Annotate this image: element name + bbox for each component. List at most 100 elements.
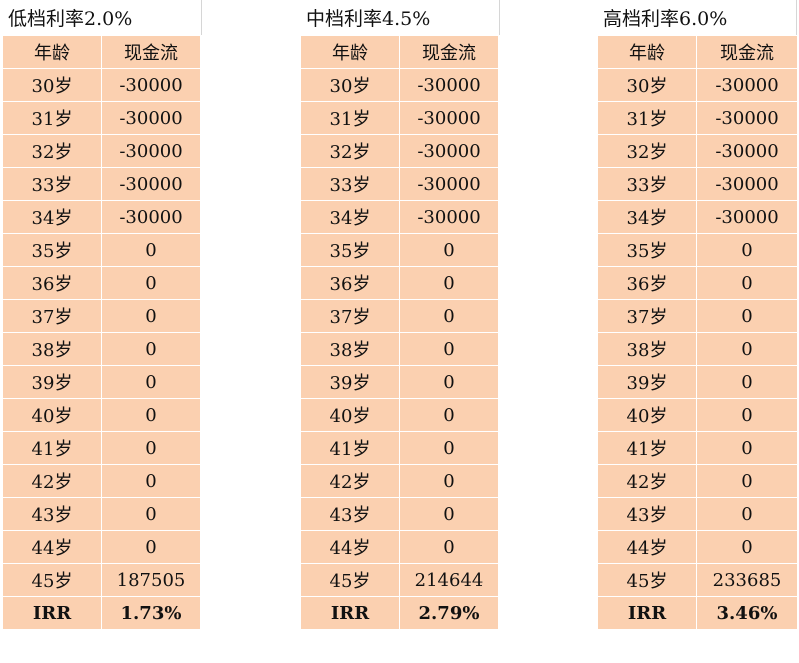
header-cashflow: 现金流: [696, 35, 798, 69]
table-row: 33岁 -30000: [2, 167, 201, 201]
age-cell: 44岁: [300, 530, 400, 564]
cashflow-cell: -30000: [101, 68, 201, 102]
age-cell: 33岁: [300, 167, 400, 201]
table-row: 32岁 -30000: [597, 134, 798, 168]
cashflow-table: 年龄 现金流 30岁 -30000 31岁 -30000 32岁 -30000 33岁 -3000…: [2, 35, 201, 630]
table-row: 44岁 0: [597, 530, 798, 564]
age-cell: 32岁: [300, 134, 400, 168]
cashflow-cell: -30000: [696, 134, 798, 168]
age-cell: 43岁: [2, 497, 102, 531]
table-row: 36岁 0: [300, 266, 499, 300]
cashflow-cell: -30000: [101, 200, 201, 234]
cashflow-cell: 0: [399, 266, 499, 300]
table-row: 37岁 0: [597, 299, 798, 333]
table-row: 37岁 0: [300, 299, 499, 333]
panel-low-rate: 低档利率2.0% 年龄 现金流 30岁 -30000 31岁 -30000 32岁 -3000…: [2, 0, 202, 630]
table-row: 33岁 -30000: [300, 167, 499, 201]
table-row: 30岁 -30000: [597, 68, 798, 102]
header-row: 年龄 现金流: [2, 35, 201, 69]
cashflow-table: 年龄 现金流 30岁 -30000 31岁 -30000 32岁 -30000 33岁 -3000…: [597, 35, 798, 630]
age-cell: 45岁: [597, 563, 697, 597]
age-cell: 37岁: [2, 299, 102, 333]
table-row: 38岁 0: [300, 332, 499, 366]
table-row: 44岁 0: [2, 530, 201, 564]
table-row: 42岁 0: [597, 464, 798, 498]
panel-title: 低档利率2.0%: [2, 0, 202, 35]
table-row: 42岁 0: [2, 464, 201, 498]
table-row: 43岁 0: [2, 497, 201, 531]
cashflow-cell: 0: [101, 431, 201, 465]
cashflow-cell: -30000: [696, 167, 798, 201]
irr-row: IRR 2.79%: [300, 596, 499, 630]
age-cell: 36岁: [300, 266, 400, 300]
table-row: 44岁 0: [300, 530, 499, 564]
table-row: 36岁 0: [2, 266, 201, 300]
table-row: 34岁 -30000: [597, 200, 798, 234]
age-cell: 37岁: [300, 299, 400, 333]
age-cell: 39岁: [300, 365, 400, 399]
header-row: 年龄 现金流: [597, 35, 798, 69]
irr-row: IRR 1.73%: [2, 596, 201, 630]
irr-label: IRR: [300, 596, 400, 630]
table-row: 41岁 0: [2, 431, 201, 465]
table-row: 33岁 -30000: [597, 167, 798, 201]
age-cell: 31岁: [300, 101, 400, 135]
table-body: 年龄 现金流 30岁 -30000 31岁 -30000 32岁 -30000 33岁 -3000…: [300, 35, 499, 630]
age-cell: 32岁: [2, 134, 102, 168]
cashflow-cell: -30000: [101, 167, 201, 201]
cashflow-cell: 214644: [399, 563, 499, 597]
cashflow-cell: 0: [399, 365, 499, 399]
cashflow-cell: 0: [101, 299, 201, 333]
age-cell: 42岁: [300, 464, 400, 498]
age-cell: 37岁: [597, 299, 697, 333]
cashflow-cell: 0: [101, 233, 201, 267]
age-cell: 31岁: [2, 101, 102, 135]
age-cell: 33岁: [597, 167, 697, 201]
cashflow-cell: 0: [696, 431, 798, 465]
age-cell: 39岁: [2, 365, 102, 399]
cashflow-cell: 0: [696, 497, 798, 531]
cashflow-cell: 0: [696, 365, 798, 399]
age-cell: 41岁: [597, 431, 697, 465]
cashflow-cell: 0: [399, 497, 499, 531]
age-cell: 38岁: [300, 332, 400, 366]
cashflow-cell: 0: [101, 332, 201, 366]
table-row: 42岁 0: [300, 464, 499, 498]
cashflow-cell: 0: [101, 365, 201, 399]
cashflow-cell: 0: [696, 398, 798, 432]
age-cell: 40岁: [597, 398, 697, 432]
table-row: 38岁 0: [597, 332, 798, 366]
cashflow-cell: 0: [696, 464, 798, 498]
irr-row: IRR 3.46%: [597, 596, 798, 630]
cashflow-cell: 0: [696, 332, 798, 366]
table-row: 39岁 0: [2, 365, 201, 399]
irr-value: 1.73%: [101, 596, 201, 630]
header-age: 年龄: [300, 35, 400, 69]
cashflow-cell: 0: [696, 233, 798, 267]
cashflow-cell: -30000: [101, 101, 201, 135]
table-row: 30岁 -30000: [2, 68, 201, 102]
table-row: 45岁 187505: [2, 563, 201, 597]
cashflow-cell: 0: [696, 266, 798, 300]
age-cell: 36岁: [597, 266, 697, 300]
age-cell: 40岁: [300, 398, 400, 432]
age-cell: 45岁: [2, 563, 102, 597]
age-cell: 34岁: [2, 200, 102, 234]
table-row: 35岁 0: [300, 233, 499, 267]
irr-label: IRR: [597, 596, 697, 630]
cashflow-cell: 0: [399, 530, 499, 564]
cashflow-cell: 233685: [696, 563, 798, 597]
irr-value: 3.46%: [696, 596, 798, 630]
age-cell: 36岁: [2, 266, 102, 300]
table-row: 36岁 0: [597, 266, 798, 300]
table-body: 年龄 现金流 30岁 -30000 31岁 -30000 32岁 -30000 33岁 -3000…: [597, 35, 798, 630]
cashflow-cell: -30000: [399, 68, 499, 102]
table-row: 38岁 0: [2, 332, 201, 366]
age-cell: 34岁: [300, 200, 400, 234]
panel-high-rate: 高档利率6.0% 年龄 现金流 30岁 -30000 31岁 -30000 32岁 -3000…: [597, 0, 798, 630]
table-row: 45岁 214644: [300, 563, 499, 597]
table-row: 40岁 0: [2, 398, 201, 432]
age-cell: 40岁: [2, 398, 102, 432]
table-row: 32岁 -30000: [2, 134, 201, 168]
panel-title: 高档利率6.0%: [597, 0, 797, 35]
